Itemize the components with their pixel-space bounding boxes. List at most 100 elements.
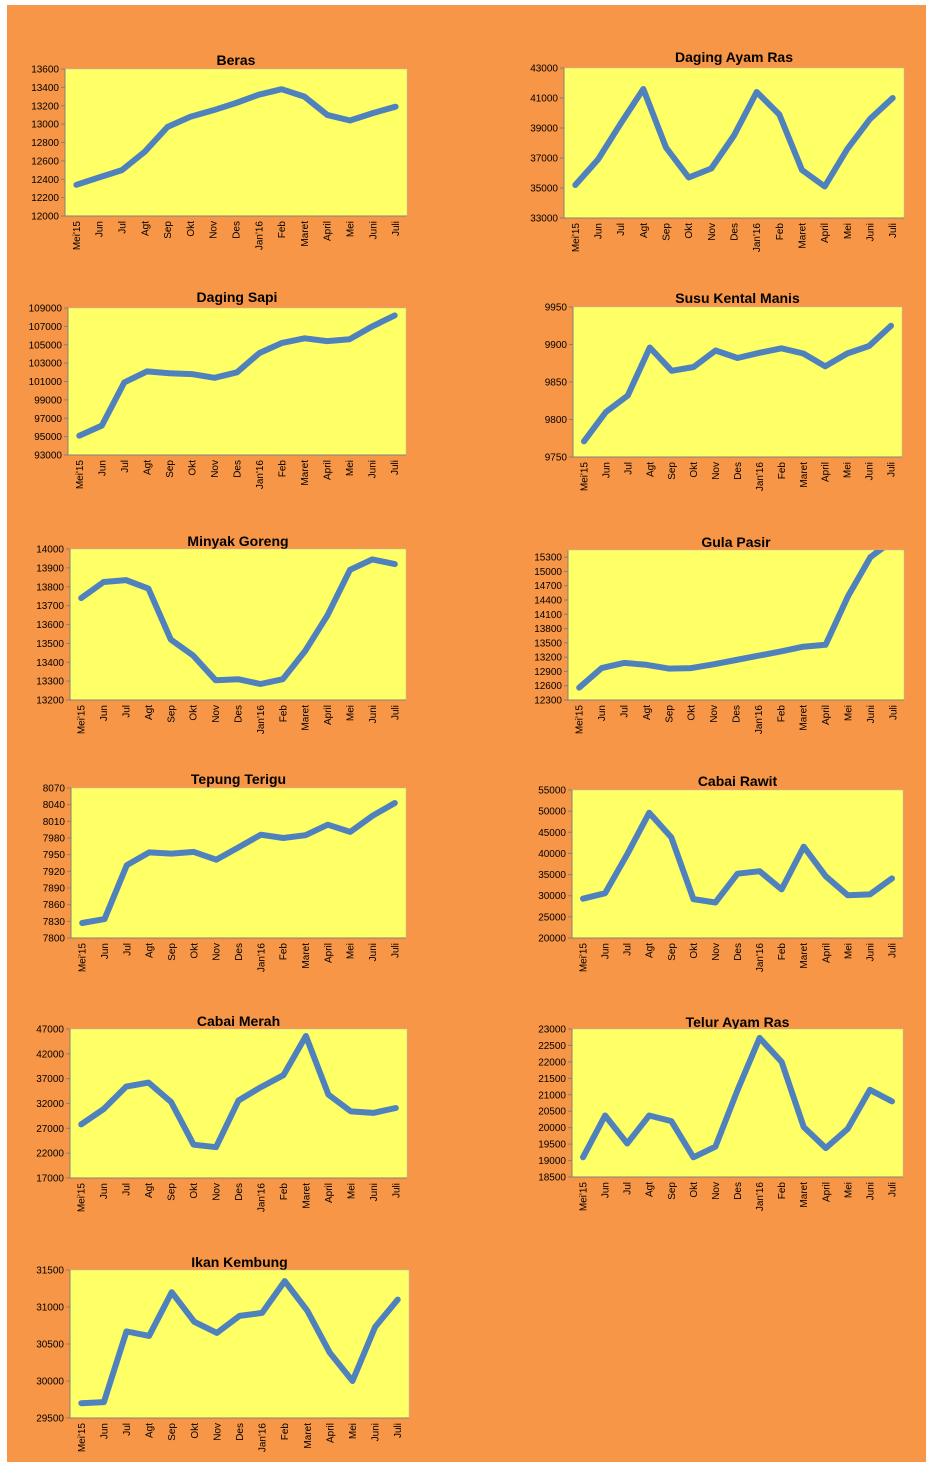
x-tick-label: Juli (888, 223, 899, 238)
x-tick-label: Sep (167, 1423, 178, 1441)
x-tick-label: Sep (163, 221, 174, 239)
x-tick-label: Jul (118, 221, 129, 234)
x-tick-label: Jun (95, 221, 106, 237)
series-line (572, 86, 896, 190)
x-tick-label: April (821, 943, 832, 963)
y-tick-label: 107000 (29, 322, 63, 333)
series-line (580, 1034, 895, 1161)
x-tick-label: Feb (277, 221, 288, 239)
y-tick-label: 7950 (43, 850, 66, 861)
x-tick-label: Juni (368, 460, 379, 478)
y-tick-label: 13600 (31, 65, 59, 76)
y-tick-label: 12200 (31, 193, 59, 204)
x-tick-label: Okt (190, 1423, 201, 1439)
y-tick-label: 33000 (530, 214, 558, 225)
y-tick-label: 35000 (530, 184, 558, 195)
x-tick-label: April (820, 223, 831, 243)
charts-canvas: Beras 12000 12200 12400 12600 12800 13000 13200… (29, 49, 905, 1453)
y-tick-label: 13500 (36, 639, 64, 650)
x-tick-label: April (821, 705, 832, 725)
y-tick-label: 31000 (36, 1303, 64, 1314)
x-tick-label: Juli (391, 221, 402, 236)
x-tick-label: April (323, 705, 334, 725)
y-tick-label: 9900 (545, 340, 568, 351)
x-tick-label: April (323, 221, 334, 241)
y-tick-label: 35000 (538, 870, 566, 881)
x-tick-label: Sep (667, 1182, 678, 1200)
y-tick-label: 7980 (43, 834, 66, 845)
x-tick-label: Nov (209, 221, 220, 239)
x-tick-label: Juni (371, 1423, 382, 1441)
y-tick-label: 12800 (31, 138, 59, 149)
x-tick-label: Okt (189, 943, 200, 959)
chart-title: Susu Kental Manis (675, 290, 800, 306)
x-tick-label: Des (234, 705, 245, 723)
y-tick-label: 8040 (43, 800, 66, 811)
x-tick-label: Jun (601, 943, 612, 959)
x-tick-label: Feb (278, 705, 289, 723)
x-tick-label: Feb (279, 1183, 290, 1201)
x-tick-label: Sep (166, 705, 177, 723)
x-tick-label: Jun (99, 1183, 110, 1199)
y-tick-label: 42000 (36, 1049, 64, 1060)
y-tick-label: 13700 (36, 601, 64, 612)
x-tick-label: Sep (167, 943, 178, 961)
chart-title: Daging Ayam Ras (675, 49, 793, 65)
chart-10: Telur Ayam Ras 18500 19000 19500 20000 20500 2… (538, 1014, 904, 1211)
x-tick-label: Mei (844, 705, 855, 721)
x-tick-label: Mei'15 (77, 1183, 88, 1213)
x-tick-label: April (325, 1423, 336, 1443)
x-tick-label: Juli (888, 705, 899, 720)
x-tick-label: Okt (687, 705, 698, 721)
x-tick-label: Agt (645, 1182, 656, 1197)
x-tick-label: Agt (145, 1423, 156, 1438)
x-tick-label: Agt (144, 1183, 155, 1198)
x-tick-label: Des (733, 462, 744, 480)
x-tick-label: Des (733, 943, 744, 961)
x-tick-label: Nov (707, 223, 718, 241)
x-tick-label: Mei (843, 1182, 854, 1198)
x-tick-label: Jan'16 (256, 943, 267, 973)
x-tick-label: Jul (122, 943, 133, 956)
x-tick-label: Jan'16 (755, 462, 766, 492)
x-tick-label: Maret (798, 223, 809, 249)
x-tick-label: April (324, 1183, 335, 1203)
x-tick-label: Maret (300, 221, 311, 247)
y-tick-label: 22000 (36, 1149, 64, 1160)
plot-area (571, 789, 904, 939)
x-tick-label: Jun (601, 1182, 612, 1198)
y-tick-label: 9850 (545, 378, 568, 389)
y-tick-label: 12600 (31, 156, 59, 167)
plot-area (567, 549, 905, 701)
y-tick-label: 32000 (36, 1099, 64, 1110)
x-tick-label: Maret (301, 943, 312, 969)
x-tick-label: Maret (799, 1182, 810, 1208)
x-tick-label: Mei'15 (575, 705, 586, 735)
y-tick-label: 22500 (538, 1041, 566, 1052)
x-tick-label: Mei'15 (77, 1423, 88, 1453)
y-tick-label: 29500 (36, 1414, 64, 1425)
x-tick-label: Jun (99, 705, 110, 721)
series-line (76, 312, 398, 439)
plot-area (64, 68, 408, 217)
x-tick-label: Okt (189, 705, 200, 721)
y-tick-label: 7890 (43, 884, 66, 895)
x-tick-label: Juni (865, 943, 876, 961)
chart-title: Cabai Merah (197, 1013, 280, 1029)
y-tick-label: 47000 (36, 1025, 64, 1036)
x-tick-label: Maret (303, 1423, 314, 1449)
chart-2: Daging Ayam Ras 33000 35000 37000 39000 41000… (530, 49, 905, 252)
y-tick-label: 7830 (43, 917, 66, 928)
x-tick-label: Feb (776, 705, 787, 723)
chart-5: Minyak Goreng 13200 13300 13400 13500 13600 13… (36, 533, 407, 734)
x-tick-label: Maret (301, 705, 312, 731)
x-tick-label: Feb (280, 1423, 291, 1441)
x-tick-label: Agt (145, 943, 156, 958)
y-tick-label: 14000 (36, 545, 64, 556)
chart-title: Telur Ayam Ras (686, 1014, 790, 1030)
y-tick-label: 55000 (538, 786, 566, 797)
series-line (78, 556, 398, 687)
y-tick-label: 12300 (534, 696, 562, 707)
y-tick-label: 27000 (36, 1124, 64, 1135)
x-tick-label: Maret (301, 1183, 312, 1209)
